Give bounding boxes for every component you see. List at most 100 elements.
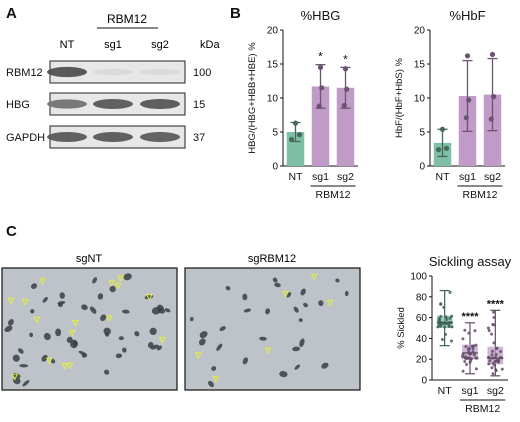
- sgnt-cell-9: [55, 328, 62, 337]
- sgnt-cell-1: [12, 354, 20, 362]
- blot-protein-label-rbm12: RBM12: [6, 67, 43, 79]
- sickling-ytick-label-60: 60: [416, 313, 428, 324]
- sickling-point-nt-14: [439, 314, 443, 318]
- sickling-point-nt-17: [439, 324, 443, 328]
- sgnt-sickle-marker-12: [108, 279, 116, 287]
- sgnt-cell-20: [8, 318, 14, 326]
- sickling-point-nt-29: [449, 339, 453, 343]
- sgrbm12-cell-12: [335, 278, 340, 283]
- sgnt-cell-45: [4, 325, 13, 332]
- sgrbm12-cell-22: [259, 336, 267, 341]
- sgrbm12-sickle-marker-4: [326, 299, 334, 307]
- sickling-point-nt-24: [448, 316, 452, 320]
- sickling-point-sg2-21: [495, 346, 499, 350]
- sickling-point-sg2-4: [491, 372, 495, 376]
- sgrbm12-sickle-marker-1: [310, 273, 318, 281]
- sickling-point-sg1-23: [471, 350, 475, 354]
- hbg-point-sg1-1: [319, 85, 325, 91]
- hbf-group-label: RBM12: [462, 189, 497, 201]
- sgnt-sickle-marker-10: [105, 315, 113, 323]
- sickling-point-sg1-0: [461, 337, 465, 341]
- micrograph-sgnt: [1, 267, 178, 391]
- sgrbm12-sickle-marker-0: [264, 347, 272, 355]
- sgrbm12-cell-15: [225, 285, 231, 291]
- sickling-point-sg2-31: [487, 329, 491, 333]
- sickling-point-sg2-8: [487, 362, 491, 366]
- sickling-point-sg2-23: [496, 360, 500, 364]
- sickling-point-nt-31: [450, 325, 454, 329]
- blot-kda-header: kDa: [200, 39, 220, 51]
- sgrbm12-cell-9: [292, 346, 301, 352]
- sickling-point-sg1-3: [461, 369, 465, 373]
- sickling-point-sg1-33: [461, 353, 465, 357]
- sickling-point-sg2-2: [490, 349, 494, 353]
- sgnt-cell-25: [122, 309, 130, 314]
- hbg-title: %HBG: [301, 8, 341, 23]
- sgnt-sickle-marker-4: [66, 362, 74, 370]
- blot-band-rbm12-sg1: [93, 68, 133, 76]
- sgnt-cell-37: [43, 332, 51, 341]
- sickling-point-sg1-28: [468, 360, 472, 364]
- sgnt-sickle-marker-0: [33, 316, 41, 324]
- sickling-ytick-label-80: 80: [416, 292, 428, 303]
- sgnt-cell-29: [41, 354, 48, 362]
- sgrbm12-sickle-marker-3: [212, 375, 220, 383]
- sgnt-cell-21: [17, 348, 24, 354]
- blot-kda-hbg: 15: [193, 99, 205, 111]
- sickling-point-nt-7: [450, 314, 454, 318]
- hbg-significance-sg1: *: [318, 50, 323, 64]
- hbg-point-sg1-0: [316, 103, 322, 109]
- sickling-point-sg2-18: [488, 359, 492, 363]
- sgnt-cell-43: [104, 369, 110, 375]
- sgrbm12-cell-26: [318, 300, 324, 307]
- sgnt-cell-3: [30, 309, 35, 314]
- blot-band-gapdh-sg1: [93, 132, 133, 142]
- panel-label-b: B: [230, 5, 241, 22]
- hbg-ytick-label-20: 20: [267, 26, 279, 37]
- sickling-point-sg2-10: [492, 341, 496, 345]
- sickling-title: Sickling assay: [429, 254, 512, 269]
- sickling-ytick-label-0: 0: [421, 376, 427, 387]
- sgnt-cell-19: [109, 285, 116, 293]
- sickling-point-sg1-29: [471, 344, 475, 348]
- sgrbm12-cell-21: [293, 306, 299, 313]
- sickling-point-sg2-16: [492, 310, 496, 314]
- sgnt-cell-35: [22, 379, 30, 387]
- sgrbm12-cell-23: [198, 338, 206, 346]
- sgnt-cell-34: [89, 306, 97, 314]
- blot-band-hbg-sg1: [93, 99, 133, 109]
- sgnt-cell-28: [149, 327, 157, 336]
- hbf-point-sg2-0: [488, 116, 494, 122]
- sickling-point-sg1-10: [467, 356, 471, 360]
- sickling-point-sg2-22: [490, 366, 494, 370]
- sickling-point-nt-33: [447, 324, 451, 328]
- sgnt-cell-39: [73, 340, 78, 347]
- panel-label-c: C: [6, 223, 17, 240]
- sgnt-cell-17: [122, 347, 127, 353]
- hbf-point-sg1-0: [463, 115, 469, 121]
- hbf-point-nt-2: [439, 126, 446, 132]
- sgnt-sickle-marker-13: [7, 297, 15, 305]
- sgrbm12-cell-27: [298, 318, 303, 322]
- sickling-point-sg2-12: [499, 350, 503, 354]
- sickling-point-sg2-13: [490, 353, 494, 357]
- blot-group-header: RBM12: [107, 12, 147, 26]
- sickling-xlabel-sg1: sg1: [462, 385, 479, 397]
- sickling-significance-sg1: ****: [461, 311, 479, 323]
- hbf-title: %HbF: [449, 8, 485, 23]
- sgrbm12-cell-8: [265, 308, 271, 315]
- sgrbm12-cell-17: [303, 302, 309, 308]
- sgnt-sickle-marker-5: [61, 363, 69, 370]
- sgrbm12-cell-1: [211, 366, 217, 371]
- sgnt-cell-18: [134, 331, 140, 337]
- hbg-significance-sg2: *: [343, 52, 348, 66]
- sgnt-sickle-marker-11: [39, 278, 47, 286]
- sgnt-cell-47: [115, 353, 123, 359]
- sgrbm12-cell-3: [243, 308, 251, 313]
- sickling-point-sg2-28: [487, 356, 491, 360]
- sickling-ytick-label-20: 20: [416, 355, 428, 366]
- sgnt-cell-15: [100, 314, 107, 322]
- hbf-point-sg2-1: [491, 94, 497, 100]
- sickling-point-sg1-5: [463, 359, 467, 363]
- sgnt-sickle-marker-7: [45, 357, 53, 365]
